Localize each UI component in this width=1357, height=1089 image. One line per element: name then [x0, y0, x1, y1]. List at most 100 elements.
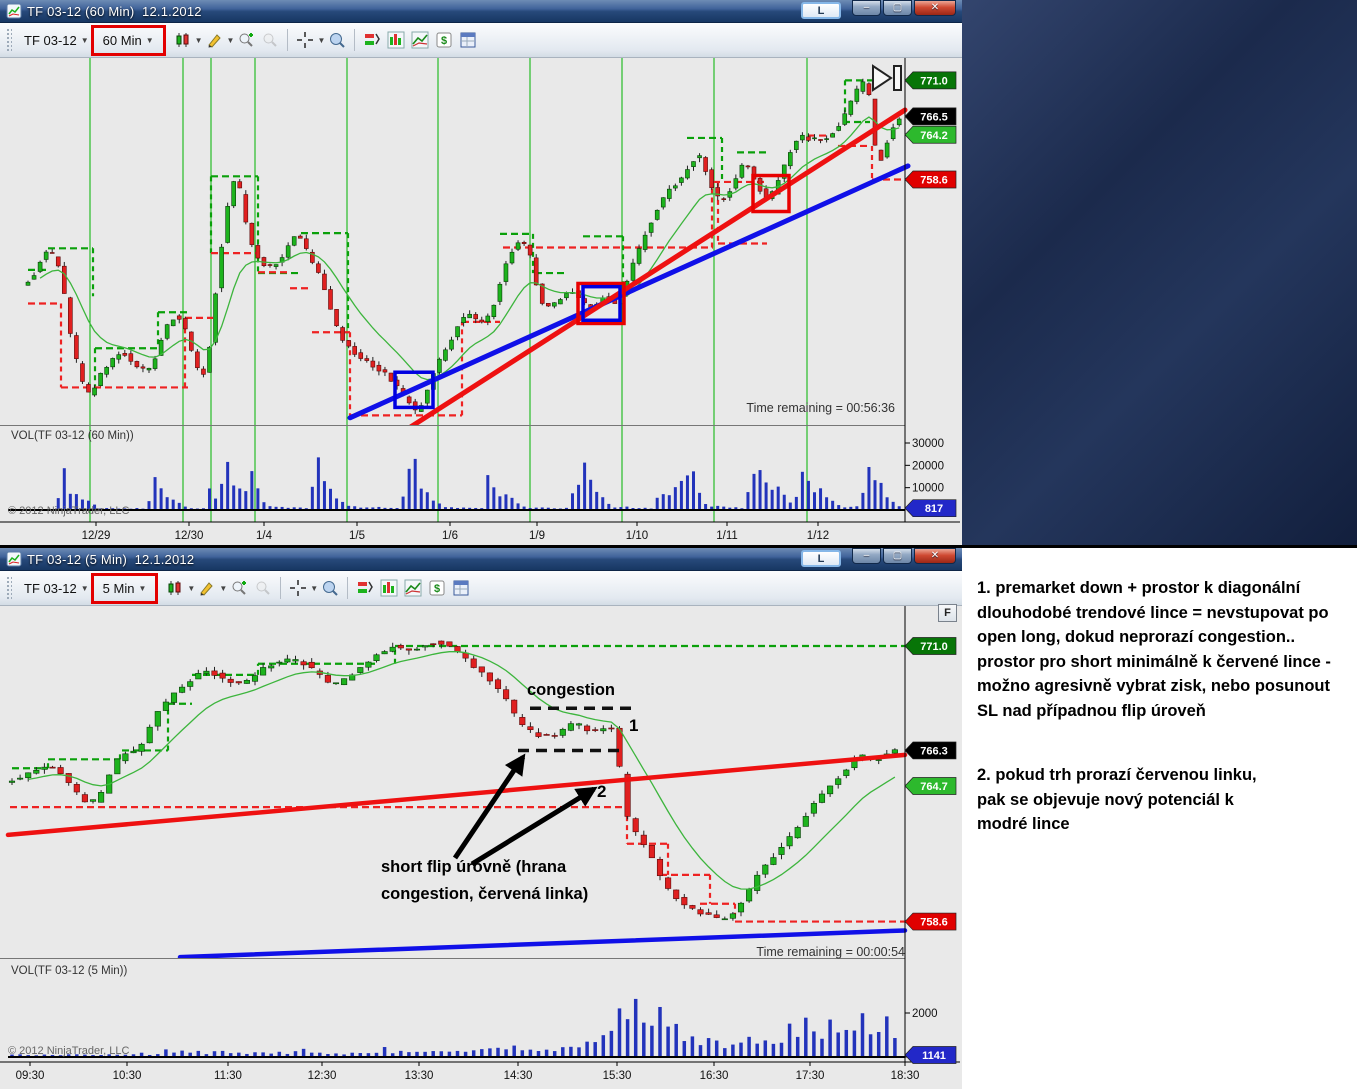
- svg-text:2000: 2000: [912, 1008, 938, 1020]
- minimize-button[interactable]: –: [852, 548, 881, 564]
- maximize-button[interactable]: ▢: [883, 0, 912, 16]
- regions-icon[interactable]: [355, 578, 375, 598]
- output-grid-icon[interactable]: [458, 30, 478, 50]
- chevron-down-icon[interactable]: ▼: [310, 583, 319, 593]
- highlight-boxes: [393, 173, 791, 410]
- chevron-down-icon[interactable]: ▼: [187, 583, 196, 593]
- volume-tag: 1141: [904, 1046, 957, 1064]
- output-grid-icon[interactable]: [451, 578, 471, 598]
- toolbar-grip[interactable]: [6, 576, 12, 600]
- svg-text:09:30: 09:30: [16, 1070, 45, 1082]
- candlestick-style-icon[interactable]: [173, 30, 193, 50]
- f-key-badge[interactable]: F: [938, 604, 957, 622]
- trading-notes: 1. premarket down + prostor k diagonální…: [977, 576, 1351, 877]
- data-box-icon[interactable]: [320, 578, 340, 598]
- svg-text:20000: 20000: [912, 460, 944, 472]
- zoom-in-icon[interactable]: [236, 30, 256, 50]
- l-button[interactable]: L: [801, 2, 841, 19]
- zoom-in-icon[interactable]: [229, 578, 249, 598]
- minimize-button[interactable]: –: [852, 0, 881, 16]
- indicators-icon[interactable]: [410, 30, 430, 50]
- l-button[interactable]: L: [801, 550, 841, 567]
- svg-text:764.2: 764.2: [920, 130, 948, 142]
- annotation-arrow: [470, 786, 598, 867]
- short-flip-annotation: short flip úrovně (hrana congestion, čer…: [381, 858, 589, 903]
- copyright-watermark: © 2012 NinjaTrader, LLC: [8, 1045, 130, 1057]
- chart-trader-icon[interactable]: [379, 578, 399, 598]
- price-tag: 758.6: [904, 170, 957, 189]
- crosshair-icon[interactable]: [288, 578, 308, 598]
- instrument-selector[interactable]: TF 03-12 ▼: [18, 578, 95, 599]
- volume-tag: 817: [904, 499, 957, 518]
- svg-text:12:30: 12:30: [308, 1070, 337, 1082]
- svg-text:771.0: 771.0: [920, 641, 948, 653]
- x-axis-ticks: 12/29 12/30 1/4 1/5 1/6 1/9 1/10 1/11 1/12: [82, 522, 829, 542]
- price-tag: 771.0: [904, 71, 957, 90]
- annotation-arrow: [452, 753, 526, 860]
- drawing-tools-icon[interactable]: [205, 30, 225, 50]
- separator-line: [0, 545, 1357, 548]
- price-chart-5min[interactable]: 09:30 10:30 11:30 12:30 13:30 14:30 15:30 16:30…: [0, 548, 962, 1089]
- toolbar-grip[interactable]: [6, 28, 12, 52]
- svg-text:758.6: 758.6: [920, 917, 948, 929]
- price-tag: 766.3: [904, 741, 957, 760]
- toolbar-separator: [347, 577, 349, 599]
- volume-bars: [26, 457, 901, 510]
- svg-text:764.7: 764.7: [920, 781, 948, 793]
- toolbar-separator: [280, 577, 282, 599]
- svg-text:$: $: [441, 35, 447, 47]
- chevron-down-icon: ▼: [145, 35, 154, 45]
- regions-icon[interactable]: [362, 30, 382, 50]
- chart-trader-icon[interactable]: [386, 30, 406, 50]
- svg-text:18:30: 18:30: [891, 1070, 920, 1082]
- svg-text:$: $: [434, 583, 440, 595]
- drawing-tools-icon[interactable]: [197, 578, 217, 598]
- zoom-out-icon[interactable]: [260, 30, 280, 50]
- maximize-button[interactable]: ▢: [883, 548, 912, 564]
- svg-text:766.5: 766.5: [920, 111, 948, 123]
- toolbar-separator: [287, 29, 289, 51]
- desktop-wallpaper: [960, 0, 1357, 545]
- svg-text:1/11: 1/11: [716, 530, 738, 542]
- chevron-down-icon[interactable]: ▼: [219, 583, 228, 593]
- zoom-out-icon[interactable]: [253, 578, 273, 598]
- window-title: TF 03-12 (5 Min) 12.1.2012: [27, 551, 195, 567]
- moving-average-line: [39, 116, 900, 381]
- account-dollar-icon[interactable]: $: [434, 30, 454, 50]
- titlebar-5min[interactable]: TF 03-12 (5 Min) 12.1.2012 L – ▢ ✕: [0, 548, 962, 571]
- crosshair-icon[interactable]: [295, 30, 315, 50]
- account-dollar-icon[interactable]: $: [427, 578, 447, 598]
- volume-bars: [10, 998, 897, 1057]
- window-5min: 09:30 10:30 11:30 12:30 13:30 14:30 15:30 16:30…: [0, 548, 962, 1089]
- svg-text:11:30: 11:30: [214, 1070, 242, 1082]
- time-remaining-label: Time remaining = 00:56:36: [746, 401, 895, 415]
- price-tag: 764.2: [904, 125, 957, 144]
- toolbar-separator: [164, 29, 166, 51]
- app-icon: [6, 3, 22, 19]
- replay-play-icon: [872, 64, 902, 92]
- volume-panel-label: VOL(TF 03-12 (60 Min)): [11, 430, 134, 442]
- svg-text:1/6: 1/6: [442, 530, 458, 542]
- candlestick-style-icon[interactable]: [165, 578, 185, 598]
- chevron-down-icon[interactable]: ▼: [317, 35, 326, 45]
- instrument-selector[interactable]: TF 03-12 ▼: [18, 30, 95, 51]
- interval-selector[interactable]: 60 Min ▼: [90, 24, 166, 56]
- chevron-down-icon[interactable]: ▼: [226, 35, 235, 45]
- instrument-label: TF 03-12: [24, 580, 77, 596]
- close-button[interactable]: ✕: [914, 0, 956, 16]
- toolbar-separator: [157, 577, 159, 599]
- close-button[interactable]: ✕: [914, 548, 956, 564]
- svg-text:10000: 10000: [912, 483, 944, 495]
- price-tag: 766.5: [904, 107, 957, 126]
- svg-text:1/9: 1/9: [529, 530, 545, 542]
- price-chart-60min[interactable]: 12/29 12/30 1/4 1/5 1/6 1/9 1/10 1/11 1/12 30000 2…: [0, 0, 962, 545]
- indicators-icon[interactable]: [403, 578, 423, 598]
- svg-text:817: 817: [925, 503, 943, 515]
- note-paragraph-2: 2. pokud trh prorazí červenou linku, pak…: [977, 766, 1257, 833]
- data-box-icon[interactable]: [327, 30, 347, 50]
- svg-text:13:30: 13:30: [405, 1070, 434, 1082]
- chevron-down-icon[interactable]: ▼: [194, 35, 203, 45]
- interval-selector[interactable]: 5 Min ▼: [90, 572, 159, 604]
- app-icon: [6, 551, 22, 567]
- titlebar-60min[interactable]: TF 03-12 (60 Min) 12.1.2012 L – ▢ ✕: [0, 0, 962, 23]
